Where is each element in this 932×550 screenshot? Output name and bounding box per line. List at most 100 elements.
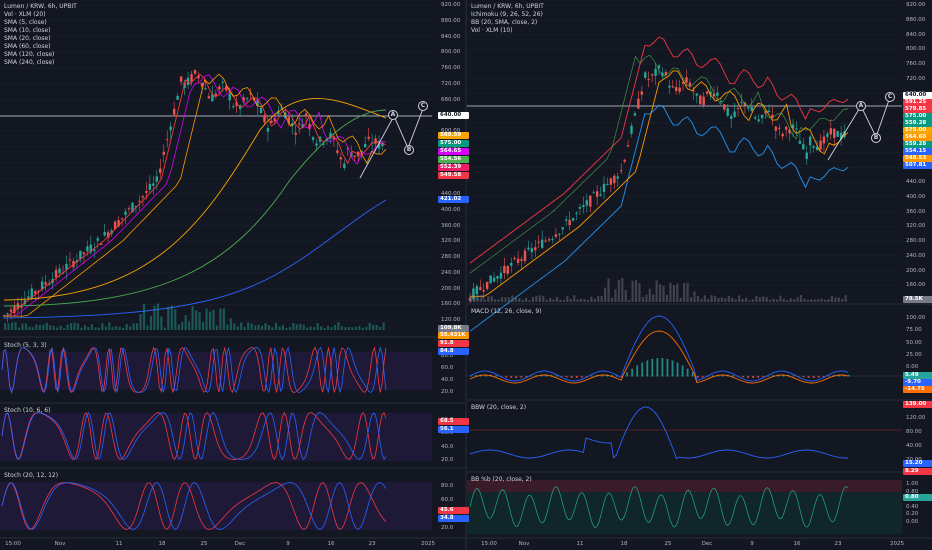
volume-bar [379,326,382,330]
macd-hist-bar [520,376,523,378]
stoch-2-legend[interactable]: Stoch (10, 6, 6) [4,407,51,414]
bbw-legend[interactable]: BBW (20, close, 2) [471,404,527,411]
legend-volume-right[interactable]: Vol · XLM (10) [471,27,513,34]
candle-right [468,297,472,301]
volume-bar-right [590,296,593,302]
candle-right [839,132,843,140]
candle-right [791,124,795,129]
volume-bar [129,326,132,330]
stoch-3-legend[interactable]: Stoch (20, 12, 12) [4,472,59,479]
bbw-line [469,406,848,460]
volume-bar-right [796,297,799,302]
volume-bar-right [480,295,483,302]
candle-right [650,74,654,76]
price-label: 552.39 [438,164,469,171]
macd-hist-bar [611,374,613,377]
candle-right [565,219,568,221]
candle-right [479,287,482,290]
sma-5-line [3,73,387,317]
macd-hist-bar [696,376,699,378]
volume-bar [260,325,264,330]
price-tick: 120.00 [441,317,461,323]
volume-bar-right [751,299,754,302]
volume-bar-right [528,300,531,302]
candle-right [571,218,575,221]
volume-bar-right [490,296,493,302]
candle-right [843,131,846,138]
stoch-value-label: 68.5 [438,418,469,425]
candle-right [540,239,544,248]
macd-hist-bar [535,375,538,377]
legend-sma-60[interactable]: SMA (60, close) [4,43,51,50]
bbw-tick: 40.00 [906,443,922,449]
candle-right [692,90,695,92]
volume-bar [170,305,173,330]
volume-bar-right [689,297,693,302]
volume-bar-right [727,295,730,302]
candle [228,93,231,101]
legend-sma-5[interactable]: SMA (5, close) [4,19,47,26]
legend-bb[interactable]: BB (20, SMA, close, 2) [471,19,538,26]
candle-right [482,290,485,292]
candle-right [740,102,743,104]
legend-sma-240[interactable]: SMA (240, close) [4,59,55,66]
volume-bar-right [538,295,541,302]
candle [138,200,141,202]
volume-bar-right [511,295,514,302]
volume-bar-right [645,294,648,302]
candle [96,238,99,241]
volume-bar-right [772,298,775,302]
legend-symbol[interactable]: Lumen / KRW, 6h, UPBIT [4,3,77,10]
time-tick-right: 11 [576,541,584,547]
price-tick-right: 840.00 [906,31,926,38]
macd-hist-bar [560,376,563,377]
bbb-value-label: 0.80 [903,494,932,501]
candle-right [626,145,630,147]
macd-hist-bar [686,368,689,377]
volume-bar [344,327,347,330]
stoch-1-legend[interactable]: Stoch (5, 3, 3) [4,342,47,349]
candle-right [516,258,520,263]
price-label-right: 559.28 [903,120,932,127]
volume-bar [56,327,59,330]
volume-bar-right [672,285,675,302]
volume-bar [323,327,326,330]
candle [58,268,61,274]
volume-bar [254,325,257,330]
legend-volume[interactable]: Vol · XLM (20) [4,11,46,18]
price-label-right: 575.00 [903,127,932,134]
volume-bar-right [586,300,590,302]
volume-bar [274,322,278,330]
legend-ichimoku[interactable]: Ichimoku (9, 26, 52, 26) [471,11,543,18]
volume-bar [347,327,350,330]
candle [124,211,127,215]
legend-sma-120[interactable]: SMA (120, close) [4,51,55,58]
volume-bar [285,327,288,330]
volume-bar-right [768,299,772,302]
macd-hist-bar [802,376,805,378]
bbb-legend[interactable]: BB %b (20, close, 2) [471,476,532,483]
legend-symbol-right[interactable]: Lumen / KRW, 6h, UPBIT [471,3,544,10]
candle [117,220,120,227]
time-tick: 23 [368,541,376,547]
volume-label: 109.8K [438,325,469,332]
volume-bar-right [634,279,638,302]
candle [190,74,193,82]
macd-legend[interactable]: MACD (12, 26, close, 9) [471,308,542,315]
macd-value-label: 5.49 [903,372,932,379]
candle-right [485,281,489,290]
volume-bar [24,323,28,330]
volume-bar [365,326,368,330]
macd-hist-bar [732,375,734,377]
candle-right [781,133,784,137]
volume-bar-right [497,299,500,302]
candle-right [595,191,599,197]
macd-tick: 100.00 [906,315,926,321]
legend-sma-20[interactable]: SMA (20, close) [4,35,51,42]
candle-right [513,258,516,260]
candle-right [736,107,740,109]
candle [273,117,277,122]
time-tick: 16 [327,541,335,547]
legend-sma-10[interactable]: SMA (10, close) [4,27,51,34]
candle [235,102,238,106]
